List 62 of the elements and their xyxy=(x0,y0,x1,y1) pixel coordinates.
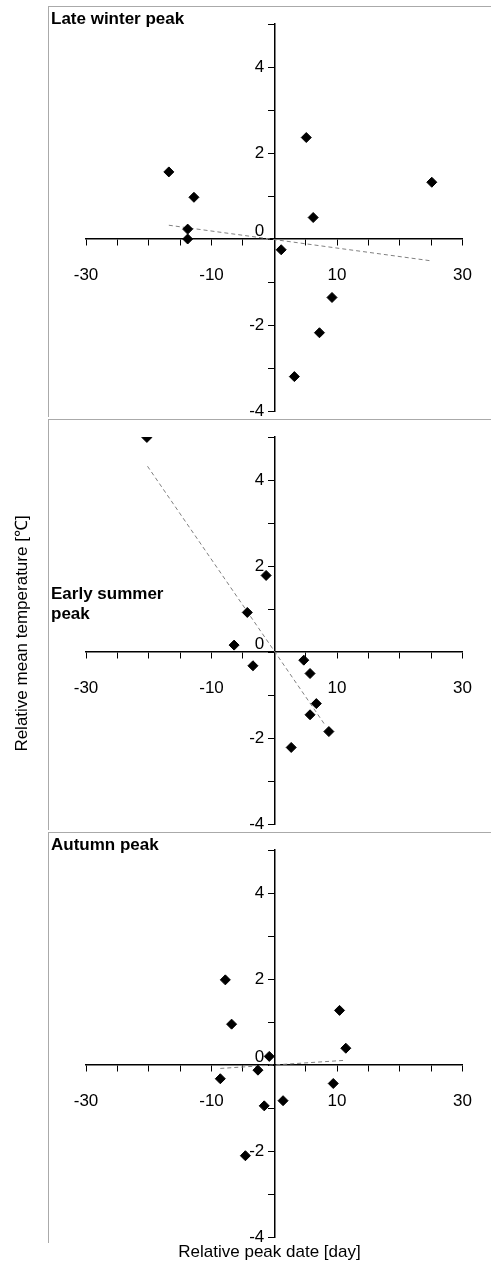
x-tick-label: 30 xyxy=(453,677,473,697)
x-tick-label: -30 xyxy=(73,1090,99,1110)
point xyxy=(188,191,200,203)
point xyxy=(326,291,338,303)
text: Early summer peak xyxy=(51,584,165,624)
point xyxy=(241,606,253,618)
point xyxy=(219,974,231,986)
y-tick-label: -4 xyxy=(249,813,265,833)
chart-title: Autumn peak xyxy=(51,835,159,855)
point xyxy=(304,709,316,721)
point xyxy=(323,726,335,738)
x-tick-label: 30 xyxy=(453,264,473,284)
y-tick-label: 2 xyxy=(254,142,265,162)
point xyxy=(298,654,310,666)
y-tick-label: 4 xyxy=(254,56,265,76)
point xyxy=(263,1050,275,1062)
y-tick-label: 0 xyxy=(254,1046,265,1066)
y-tick-label: 2 xyxy=(254,968,265,988)
point xyxy=(307,212,319,223)
point xyxy=(182,223,194,235)
point xyxy=(214,1073,226,1085)
x-tick-label: 10 xyxy=(327,1090,347,1110)
y-tick-label: -2 xyxy=(249,727,265,747)
point xyxy=(313,327,325,339)
x-tick-label: 10 xyxy=(327,677,347,697)
x-tick-label: 10 xyxy=(327,264,347,284)
point xyxy=(340,1042,352,1054)
y-tick-label: 0 xyxy=(254,220,265,240)
y-tick-label: 0 xyxy=(254,633,265,653)
y-tick-label: -2 xyxy=(249,1140,265,1160)
chart-title: Late winter peak xyxy=(51,9,185,29)
point xyxy=(304,668,316,679)
point xyxy=(288,371,300,383)
y-tick-label: 2 xyxy=(254,555,265,575)
x-tick-label: -10 xyxy=(199,1090,224,1110)
x-tick-label: -10 xyxy=(199,677,224,697)
point xyxy=(239,1150,251,1162)
point xyxy=(182,233,194,245)
point xyxy=(260,569,272,581)
point xyxy=(252,1064,264,1076)
point xyxy=(300,132,312,144)
y-tick-label: -2 xyxy=(249,314,265,334)
x-tick-label: -30 xyxy=(73,264,99,284)
point xyxy=(275,244,287,256)
point xyxy=(426,176,438,188)
y-axis-title: Relative mean temperature [℃] xyxy=(10,514,32,754)
point xyxy=(163,166,175,178)
point xyxy=(228,639,240,651)
y-tick-label: -4 xyxy=(249,400,265,420)
point xyxy=(310,698,322,710)
point xyxy=(334,1004,346,1016)
point xyxy=(226,1018,238,1030)
x-tick-label: -10 xyxy=(199,264,224,284)
point xyxy=(247,660,259,672)
x-tick-label: -30 xyxy=(73,677,99,697)
point xyxy=(277,1095,289,1107)
point xyxy=(327,1077,339,1089)
x-tick-label: 30 xyxy=(453,1090,473,1110)
y-tick-label: 4 xyxy=(254,469,265,489)
y-tick-label: 4 xyxy=(254,882,265,902)
point xyxy=(258,1100,270,1112)
point xyxy=(285,741,297,753)
